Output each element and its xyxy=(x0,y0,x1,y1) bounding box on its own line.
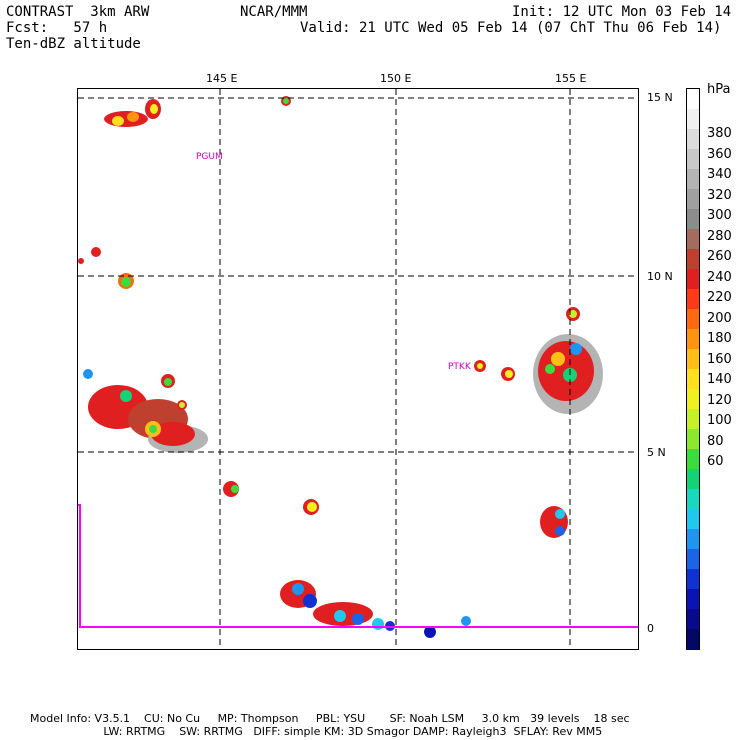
colorbar-unit: hPa xyxy=(707,82,731,97)
colorbar-swatch xyxy=(687,169,699,190)
radar-map xyxy=(78,89,638,649)
forecast-hour: Fcst: 57 h xyxy=(6,20,108,36)
colorbar-label: 100 xyxy=(707,413,732,428)
colorbar-swatch xyxy=(687,429,699,450)
colorbar-label: 300 xyxy=(707,208,732,223)
colorbar-swatch xyxy=(687,489,699,510)
colorbar-swatch xyxy=(687,249,699,270)
colorbar-swatch xyxy=(687,469,699,490)
colorbar-swatch xyxy=(687,209,699,230)
colorbar-swatch xyxy=(687,549,699,570)
lat-label-10n: 10 N xyxy=(647,270,673,283)
colorbar xyxy=(686,88,700,650)
colorbar-swatch xyxy=(687,629,699,650)
colorbar-swatch xyxy=(687,89,699,110)
colorbar-swatch xyxy=(687,149,699,170)
colorbar-label: 180 xyxy=(707,331,732,346)
model-info-line2: LW: RRTMG SW: RRTMG DIFF: simple KM: 3D … xyxy=(30,725,603,738)
colorbar-swatch xyxy=(687,569,699,590)
lat-label-0: 0 xyxy=(647,622,654,635)
colorbar-swatch xyxy=(687,189,699,210)
colorbar-label: 240 xyxy=(707,269,732,285)
colorbar-swatch xyxy=(687,229,699,250)
field-name: Ten-dBZ altitude xyxy=(6,36,141,52)
colorbar-label: 340 xyxy=(707,167,732,182)
colorbar-label: 380 xyxy=(707,126,732,141)
model-info-line1: Model Info: V3.5.1 CU: No Cu MP: Thompso… xyxy=(30,712,630,725)
valid-time: Valid: 21 UTC Wed 05 Feb 14 (07 ChT Thu … xyxy=(300,20,722,36)
map-plot-area: PGUM PTKK xyxy=(77,88,639,650)
colorbar-label: 140 xyxy=(707,372,732,387)
colorbar-swatch xyxy=(687,369,699,390)
colorbar-label: 360 xyxy=(707,146,732,162)
colorbar-swatch xyxy=(687,129,699,150)
lon-label-150: 150 E xyxy=(380,72,412,85)
colorbar-swatch xyxy=(687,589,699,610)
storm-cells xyxy=(78,96,603,638)
model-title: CONTRAST 3km ARW xyxy=(6,4,150,20)
init-time: Init: 12 UTC Mon 03 Feb 14 xyxy=(512,4,732,20)
colorbar-swatch xyxy=(687,609,699,630)
colorbar-label: 220 xyxy=(707,290,732,305)
colorbar-label: 120 xyxy=(707,392,732,408)
colorbar-swatch xyxy=(687,289,699,310)
colorbar-swatch xyxy=(687,409,699,430)
colorbar-swatch xyxy=(687,389,699,410)
colorbar-label: 200 xyxy=(707,310,732,326)
station-label-pgum: PGUM xyxy=(196,152,223,162)
colorbar-swatch xyxy=(687,309,699,330)
institution-label: NCAR/MMM xyxy=(240,4,308,20)
colorbar-swatch xyxy=(687,349,699,370)
colorbar-label: 260 xyxy=(707,249,732,264)
colorbar-swatch xyxy=(687,509,699,530)
colorbar-label: 60 xyxy=(707,454,724,469)
colorbar-swatch xyxy=(687,269,699,290)
lat-label-15n: 15 N xyxy=(647,91,673,104)
colorbar-label: 80 xyxy=(707,433,724,449)
colorbar-swatch xyxy=(687,329,699,350)
lon-label-155: 155 E xyxy=(555,72,587,85)
colorbar-label: 160 xyxy=(707,351,732,367)
colorbar-label: 320 xyxy=(707,187,732,203)
lon-label-145: 145 E xyxy=(206,72,238,85)
lat-lon-grid xyxy=(78,89,638,649)
boundary-line xyxy=(78,504,638,628)
colorbar-label: 280 xyxy=(707,228,732,244)
lat-label-5n: 5 N xyxy=(647,446,666,459)
station-label-ptkk: PTKK xyxy=(448,362,471,372)
colorbar-swatch xyxy=(687,109,699,130)
colorbar-swatch xyxy=(687,449,699,470)
colorbar-swatch xyxy=(687,529,699,550)
